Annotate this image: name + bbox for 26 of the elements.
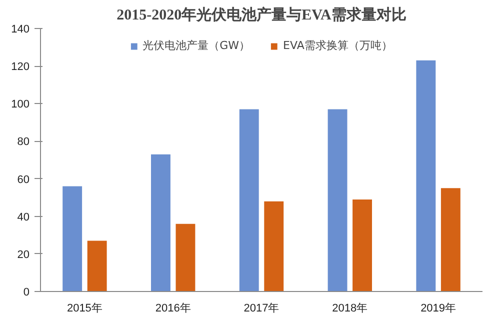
bar [151,154,170,292]
x-tick-label: 2016年 [155,302,191,314]
y-tick-label: 120 [11,61,30,74]
y-tick-label: 20 [17,248,30,261]
bar [440,188,460,292]
x-tick-label: 2019年 [420,302,456,314]
y-tick-label: 60 [17,174,30,186]
chart-title: 2015-2020年光伏电池产量与EVA需求量对比 [116,6,406,24]
x-tick-label: 2018年 [332,302,368,314]
y-tick-label: 40 [17,211,30,224]
legend-label: 光伏电池产量（GW） [142,38,250,53]
bar [328,109,348,292]
bar [176,224,196,292]
bar [87,240,107,292]
y-tick-label: 80 [17,136,30,148]
bar [62,186,82,292]
bar [239,109,259,292]
bar [416,60,436,292]
bar [264,201,284,292]
y-tick-label: 100 [11,98,30,111]
x-tick-label: 2017年 [244,302,280,314]
x-tick-label: 2015年 [66,302,102,314]
bar [352,199,372,292]
legend-label: EVA需求换算（万吨） [283,38,392,53]
y-tick-label: 0 [23,286,30,298]
y-tick-label: 140 [11,24,30,36]
